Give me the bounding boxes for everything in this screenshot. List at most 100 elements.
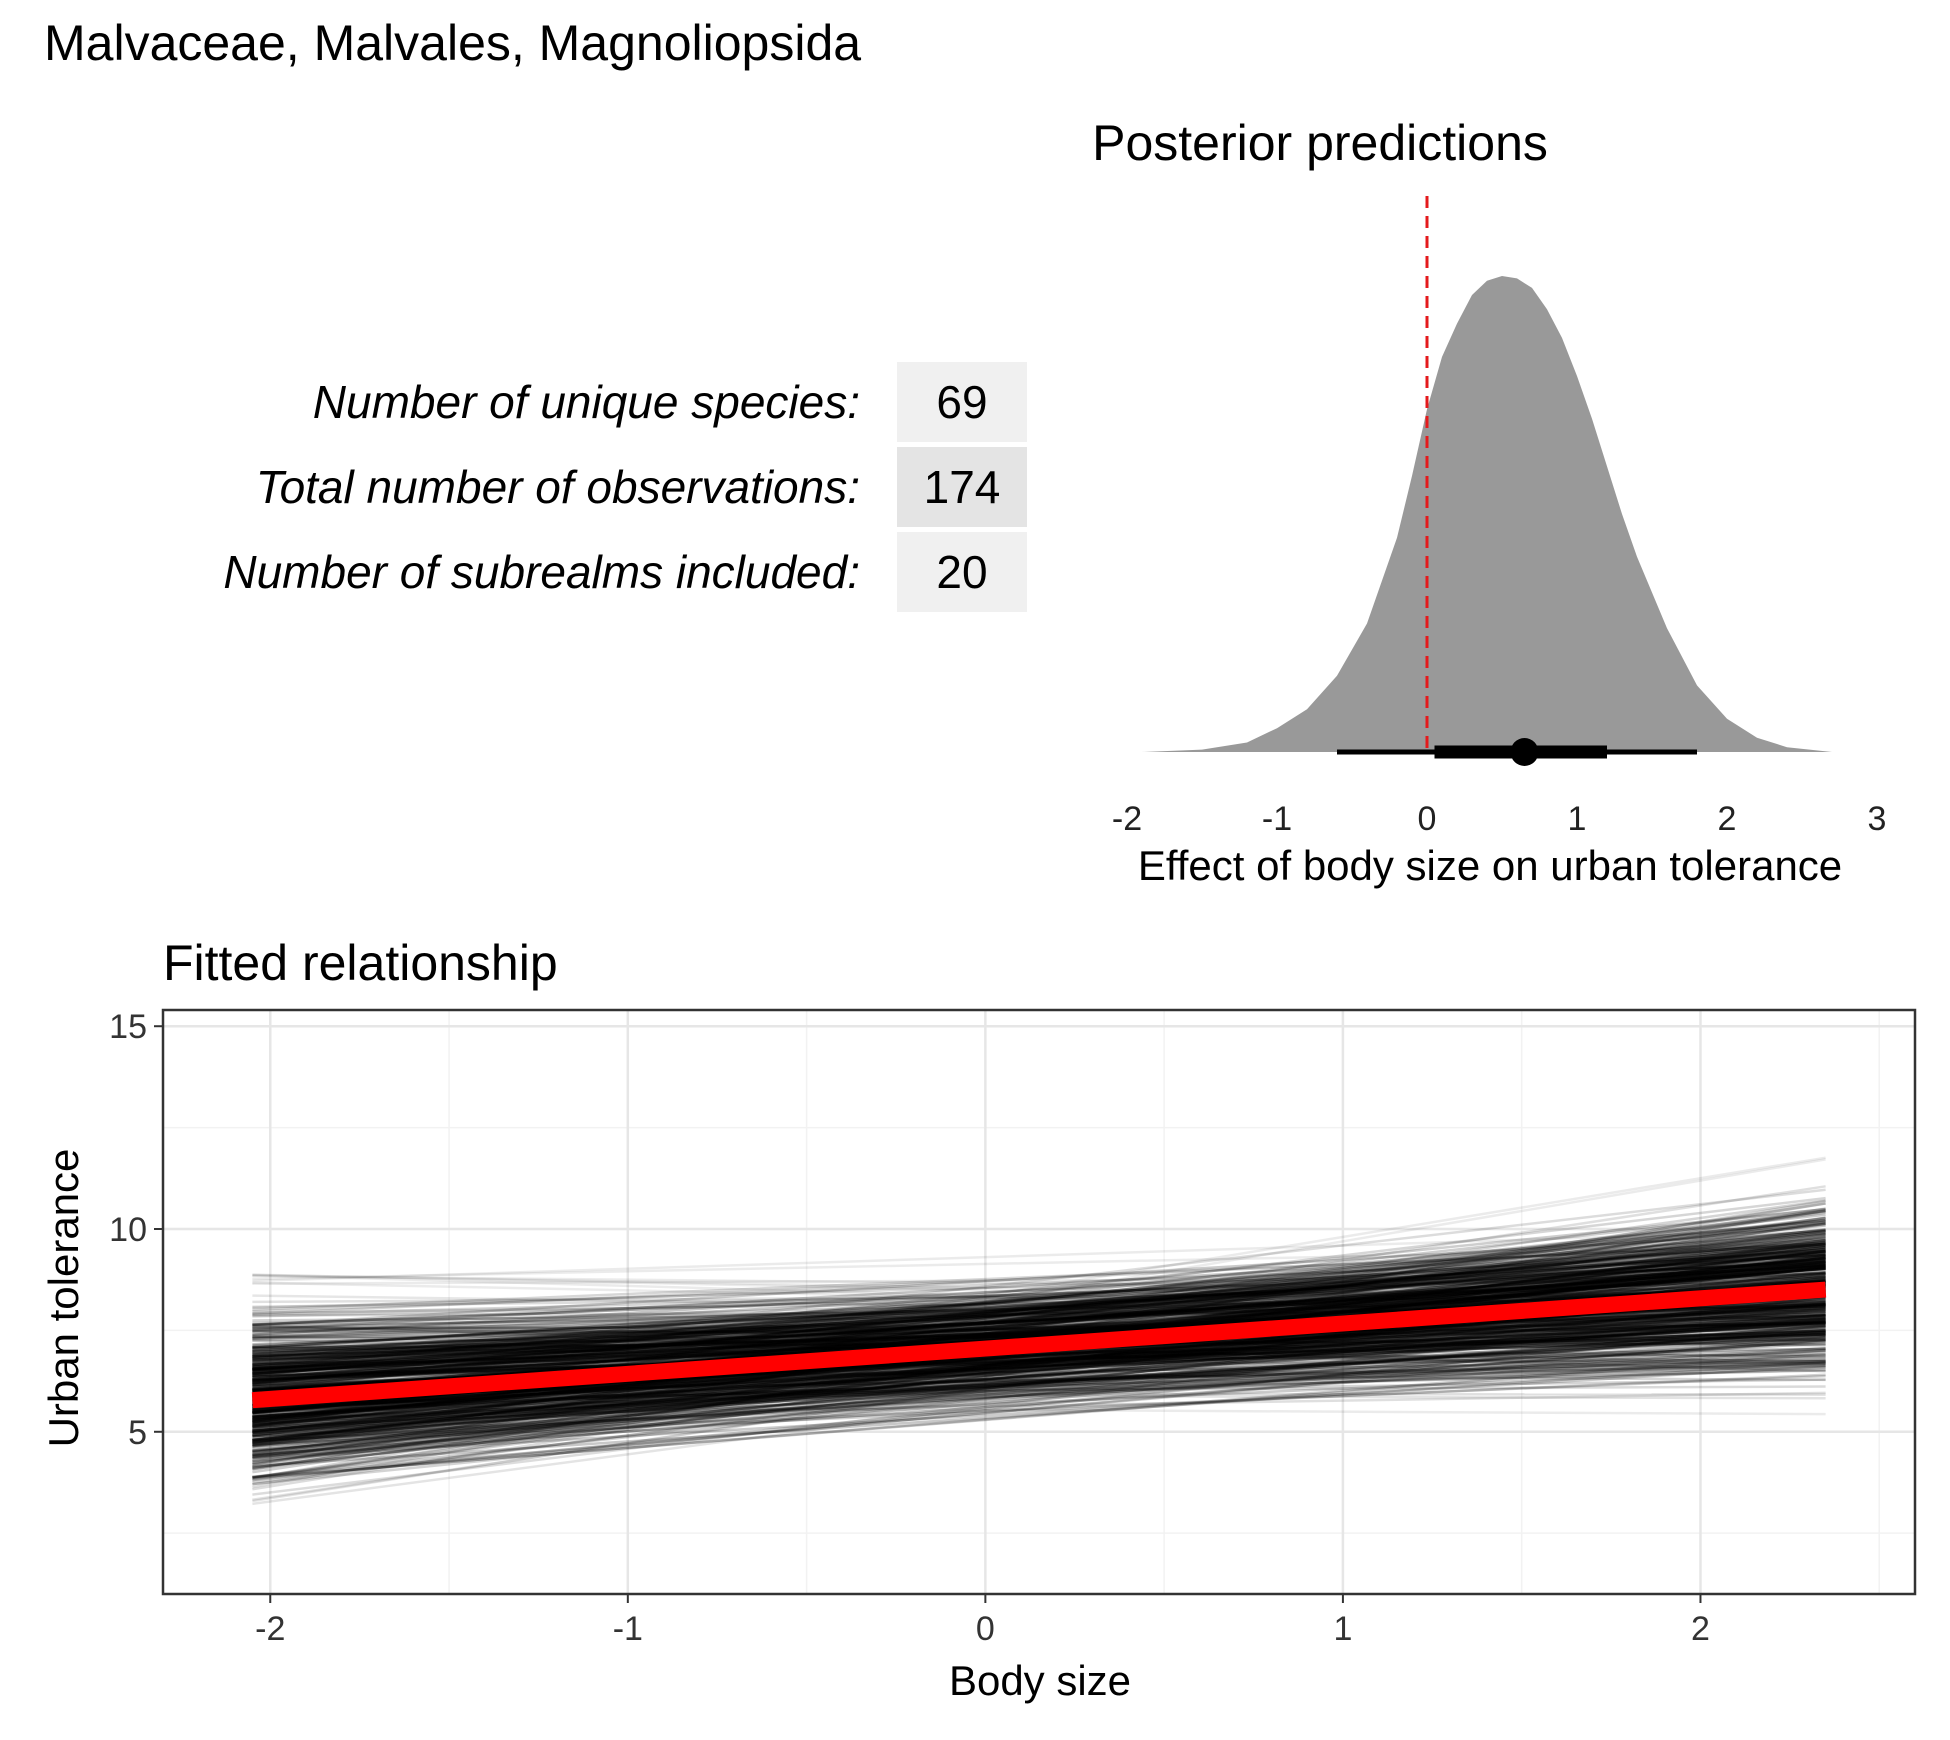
posterior-draw-line [252, 1325, 1826, 1426]
posterior-draw-line [252, 1242, 1826, 1311]
fitted-xtick-label: 2 [1691, 1610, 1710, 1648]
posterior-draw-line [252, 1286, 1826, 1330]
posterior-draw-line [252, 1239, 1826, 1381]
posterior-draw-line [252, 1332, 1826, 1434]
posterior-draw-line [252, 1230, 1826, 1367]
posterior-draw-line [252, 1300, 1826, 1431]
posterior-draw-line [252, 1270, 1826, 1358]
posterior-draw-line [252, 1282, 1826, 1371]
posterior-draw-line [252, 1378, 1826, 1403]
posterior-draw-line [252, 1257, 1826, 1389]
page-title: Malvaceae, Malvales, Magnoliopsida [44, 15, 862, 71]
posterior-draw-line [252, 1244, 1826, 1381]
posterior-draw-line [252, 1273, 1826, 1304]
posterior-draw-line [252, 1263, 1826, 1375]
posterior-draw-line [252, 1264, 1826, 1375]
posterior-draw-line [252, 1254, 1826, 1336]
posterior-draw-line [252, 1324, 1826, 1458]
posterior-draw-line [252, 1295, 1826, 1506]
summary-row-species: Number of unique species: 69 [0, 362, 1030, 447]
posterior-draw-line [252, 1303, 1826, 1425]
posterior-draw-line [252, 1321, 1826, 1419]
posterior-draw-line [252, 1247, 1826, 1372]
posterior-draw-line [252, 1242, 1826, 1359]
summary-value: 174 [897, 447, 1027, 527]
posterior-draw-line [252, 1287, 1826, 1352]
posterior-draw-line [252, 1254, 1826, 1363]
posterior-draw-line [252, 1350, 1826, 1480]
posterior-title: Posterior predictions [1092, 115, 1548, 171]
posterior-draw-line [252, 1373, 1826, 1446]
posterior-draw-line [252, 1291, 1826, 1434]
posterior-draw-line [252, 1219, 1826, 1364]
posterior-draw-line [252, 1253, 1826, 1465]
posterior-draw-line [252, 1253, 1826, 1327]
posterior-draw-line [252, 1364, 1826, 1421]
posterior-draw-line [252, 1258, 1826, 1356]
posterior-xtick-label: 0 [1418, 800, 1437, 838]
posterior-draw-line [252, 1228, 1826, 1283]
posterior-draw-line [252, 1286, 1826, 1355]
posterior-draw-line [252, 1291, 1826, 1463]
posterior-draw-line [252, 1213, 1826, 1385]
posterior-draw-line [252, 1274, 1826, 1293]
posterior-xlabel: Effect of body size on urban tolerance [1138, 842, 1842, 889]
posterior-draw-line [252, 1253, 1826, 1371]
posterior-draw-line [252, 1301, 1826, 1496]
summary-value: 69 [897, 362, 1027, 442]
posterior-draw-line [252, 1334, 1826, 1427]
posterior-draw-line [252, 1271, 1826, 1371]
posterior-draw-line [252, 1244, 1826, 1365]
posterior-draw-line [252, 1289, 1826, 1453]
posterior-draw-line [252, 1259, 1826, 1349]
posterior-draw-line [252, 1293, 1826, 1427]
posterior-draw-line [252, 1288, 1826, 1346]
posterior-draw-line [252, 1234, 1826, 1398]
posterior-draw-line [252, 1267, 1826, 1371]
posterior-draw-line [252, 1218, 1826, 1377]
posterior-draw-line [252, 1245, 1826, 1424]
posterior-draw-line [252, 1249, 1826, 1424]
posterior-draw-line [252, 1268, 1826, 1373]
posterior-draw-line [252, 1329, 1826, 1337]
posterior-draw-line [252, 1258, 1826, 1367]
posterior-draw-line [252, 1392, 1826, 1396]
posterior-draw-line [252, 1250, 1826, 1384]
posterior-draw-line [252, 1342, 1826, 1425]
posterior-draw-line [252, 1250, 1826, 1367]
posterior-draw-line [252, 1336, 1826, 1462]
density-area [1142, 276, 1832, 752]
plot-border [161, 1008, 1917, 1596]
posterior-draw-line [252, 1361, 1826, 1468]
posterior-draw-line [252, 1256, 1826, 1503]
posterior-draw-line [252, 1305, 1826, 1435]
posterior-draw-line [252, 1209, 1826, 1442]
posterior-draw-line [252, 1221, 1826, 1377]
summary-label: Number of unique species: [312, 376, 860, 428]
posterior-draw-line [252, 1338, 1826, 1457]
fitted-mean-line [251, 1281, 1827, 1409]
posterior-draw-line [252, 1245, 1826, 1281]
median-point [1510, 738, 1539, 766]
posterior-draw-line [252, 1328, 1826, 1444]
posterior-draw-line [252, 1327, 1826, 1334]
posterior-draw-line [252, 1238, 1826, 1385]
posterior-draw-line [252, 1287, 1826, 1340]
posterior-draw-line [252, 1264, 1826, 1362]
posterior-draw-line [252, 1339, 1826, 1378]
posterior-draw-line [252, 1324, 1826, 1330]
posterior-draw-line [252, 1317, 1826, 1410]
posterior-draw-line [252, 1221, 1826, 1404]
posterior-xtick-label: 3 [1868, 800, 1887, 838]
posterior-draw-line [252, 1229, 1826, 1369]
posterior-draw-line [252, 1238, 1826, 1332]
posterior-draw-line [252, 1245, 1826, 1428]
posterior-draw-line [252, 1310, 1826, 1410]
posterior-draw-line [252, 1313, 1826, 1438]
posterior-draw-line [252, 1335, 1826, 1429]
posterior-draw-line [252, 1355, 1826, 1417]
posterior-draw-line [252, 1262, 1826, 1326]
posterior-draw-line [252, 1392, 1826, 1400]
posterior-draw-line [252, 1291, 1826, 1315]
posterior-draw-line [252, 1321, 1826, 1412]
